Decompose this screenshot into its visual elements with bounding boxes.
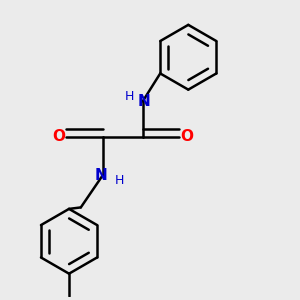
Text: O: O	[52, 129, 65, 144]
Text: H: H	[125, 90, 134, 103]
Text: O: O	[180, 129, 193, 144]
Text: H: H	[115, 174, 124, 188]
Text: N: N	[95, 167, 108, 182]
Text: N: N	[138, 94, 151, 109]
